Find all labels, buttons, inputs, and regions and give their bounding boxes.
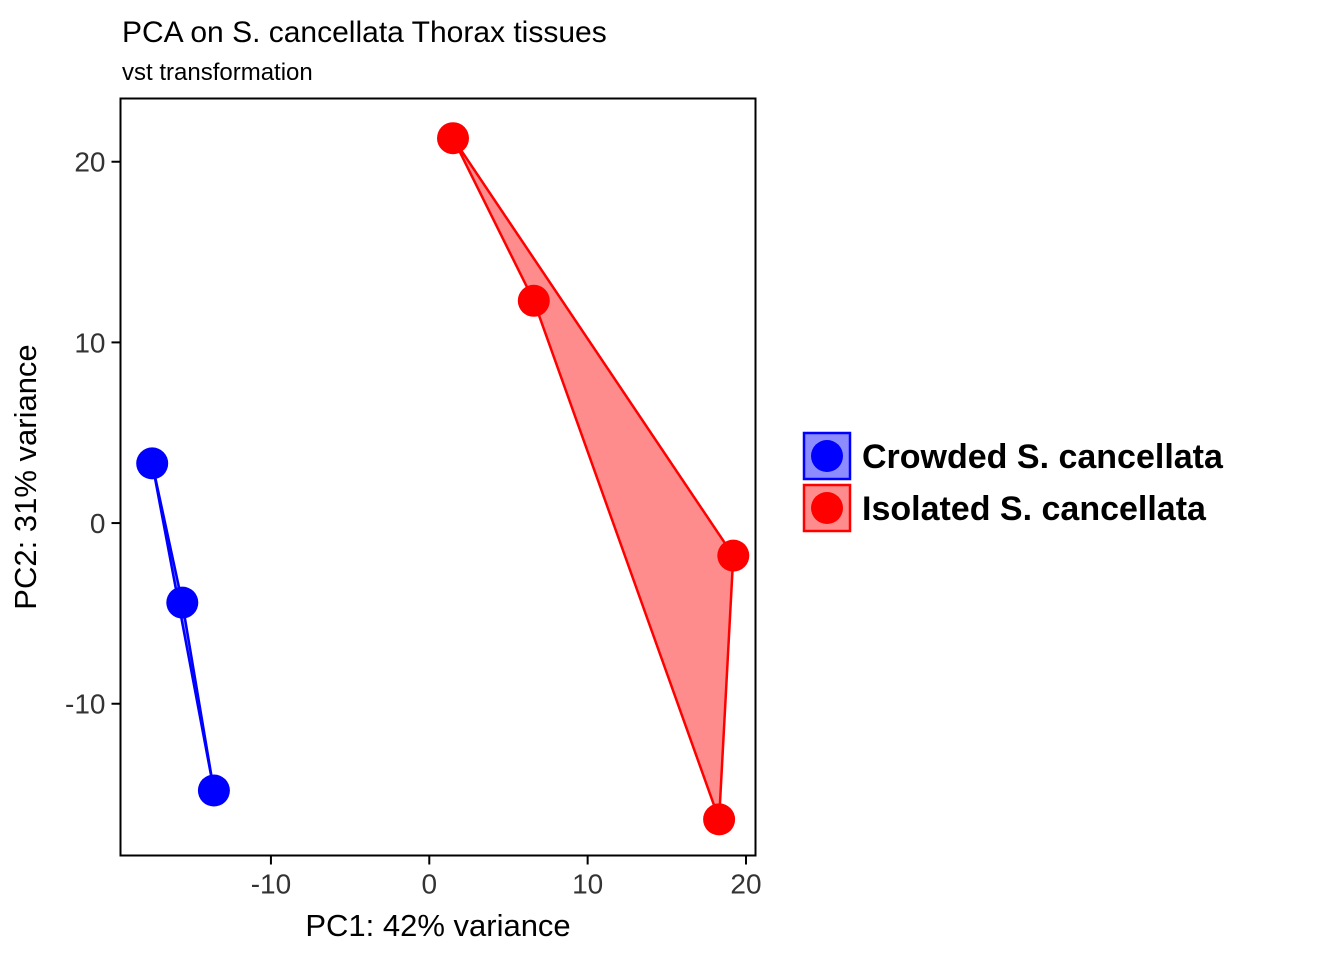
group-hull-polygon — [150, 462, 216, 792]
legend-point-icon-crowded — [811, 440, 843, 472]
y-axis-tick-label: -10 — [65, 689, 105, 720]
y-axis-tick-label: 0 — [90, 508, 106, 539]
y-axis-tick-label: 20 — [74, 147, 105, 178]
data-point — [197, 774, 230, 807]
data-point — [437, 122, 469, 155]
plot-area — [136, 122, 750, 836]
x-axis-title: PC1: 42% variance — [305, 908, 570, 943]
data-point — [703, 803, 736, 836]
chart-title: PCA on S. cancellata Thorax tissues — [122, 16, 607, 49]
x-axis-tick-label: 0 — [422, 869, 438, 900]
y-axis-tick-label: 10 — [74, 327, 105, 358]
x-axis-tick-label: -10 — [251, 869, 291, 900]
data-point — [517, 284, 550, 317]
chart-subtitle: vst transformation — [122, 59, 313, 86]
axes: -10 0 10 20 -10 0 10 20 — [65, 147, 762, 900]
x-axis-tick-label: 10 — [572, 869, 603, 900]
legend: Crowded S. cancellata Isolated S. cancel… — [802, 431, 1224, 533]
legend-point-icon-isolated — [811, 492, 843, 524]
data-point — [136, 447, 169, 480]
legend-item-crowded: Crowded S. cancellata — [802, 431, 1224, 481]
plot-panel — [119, 97, 757, 857]
legend-item-isolated: Isolated S. cancellata — [802, 483, 1207, 533]
legend-label-crowded: Crowded S. cancellata — [862, 438, 1224, 476]
legend-label-isolated: Isolated S. cancellata — [862, 490, 1207, 528]
data-point — [166, 586, 199, 619]
data-point — [717, 539, 750, 572]
y-axis-title: PC2: 31% variance — [8, 344, 43, 609]
x-axis-tick-label: 20 — [730, 869, 761, 900]
